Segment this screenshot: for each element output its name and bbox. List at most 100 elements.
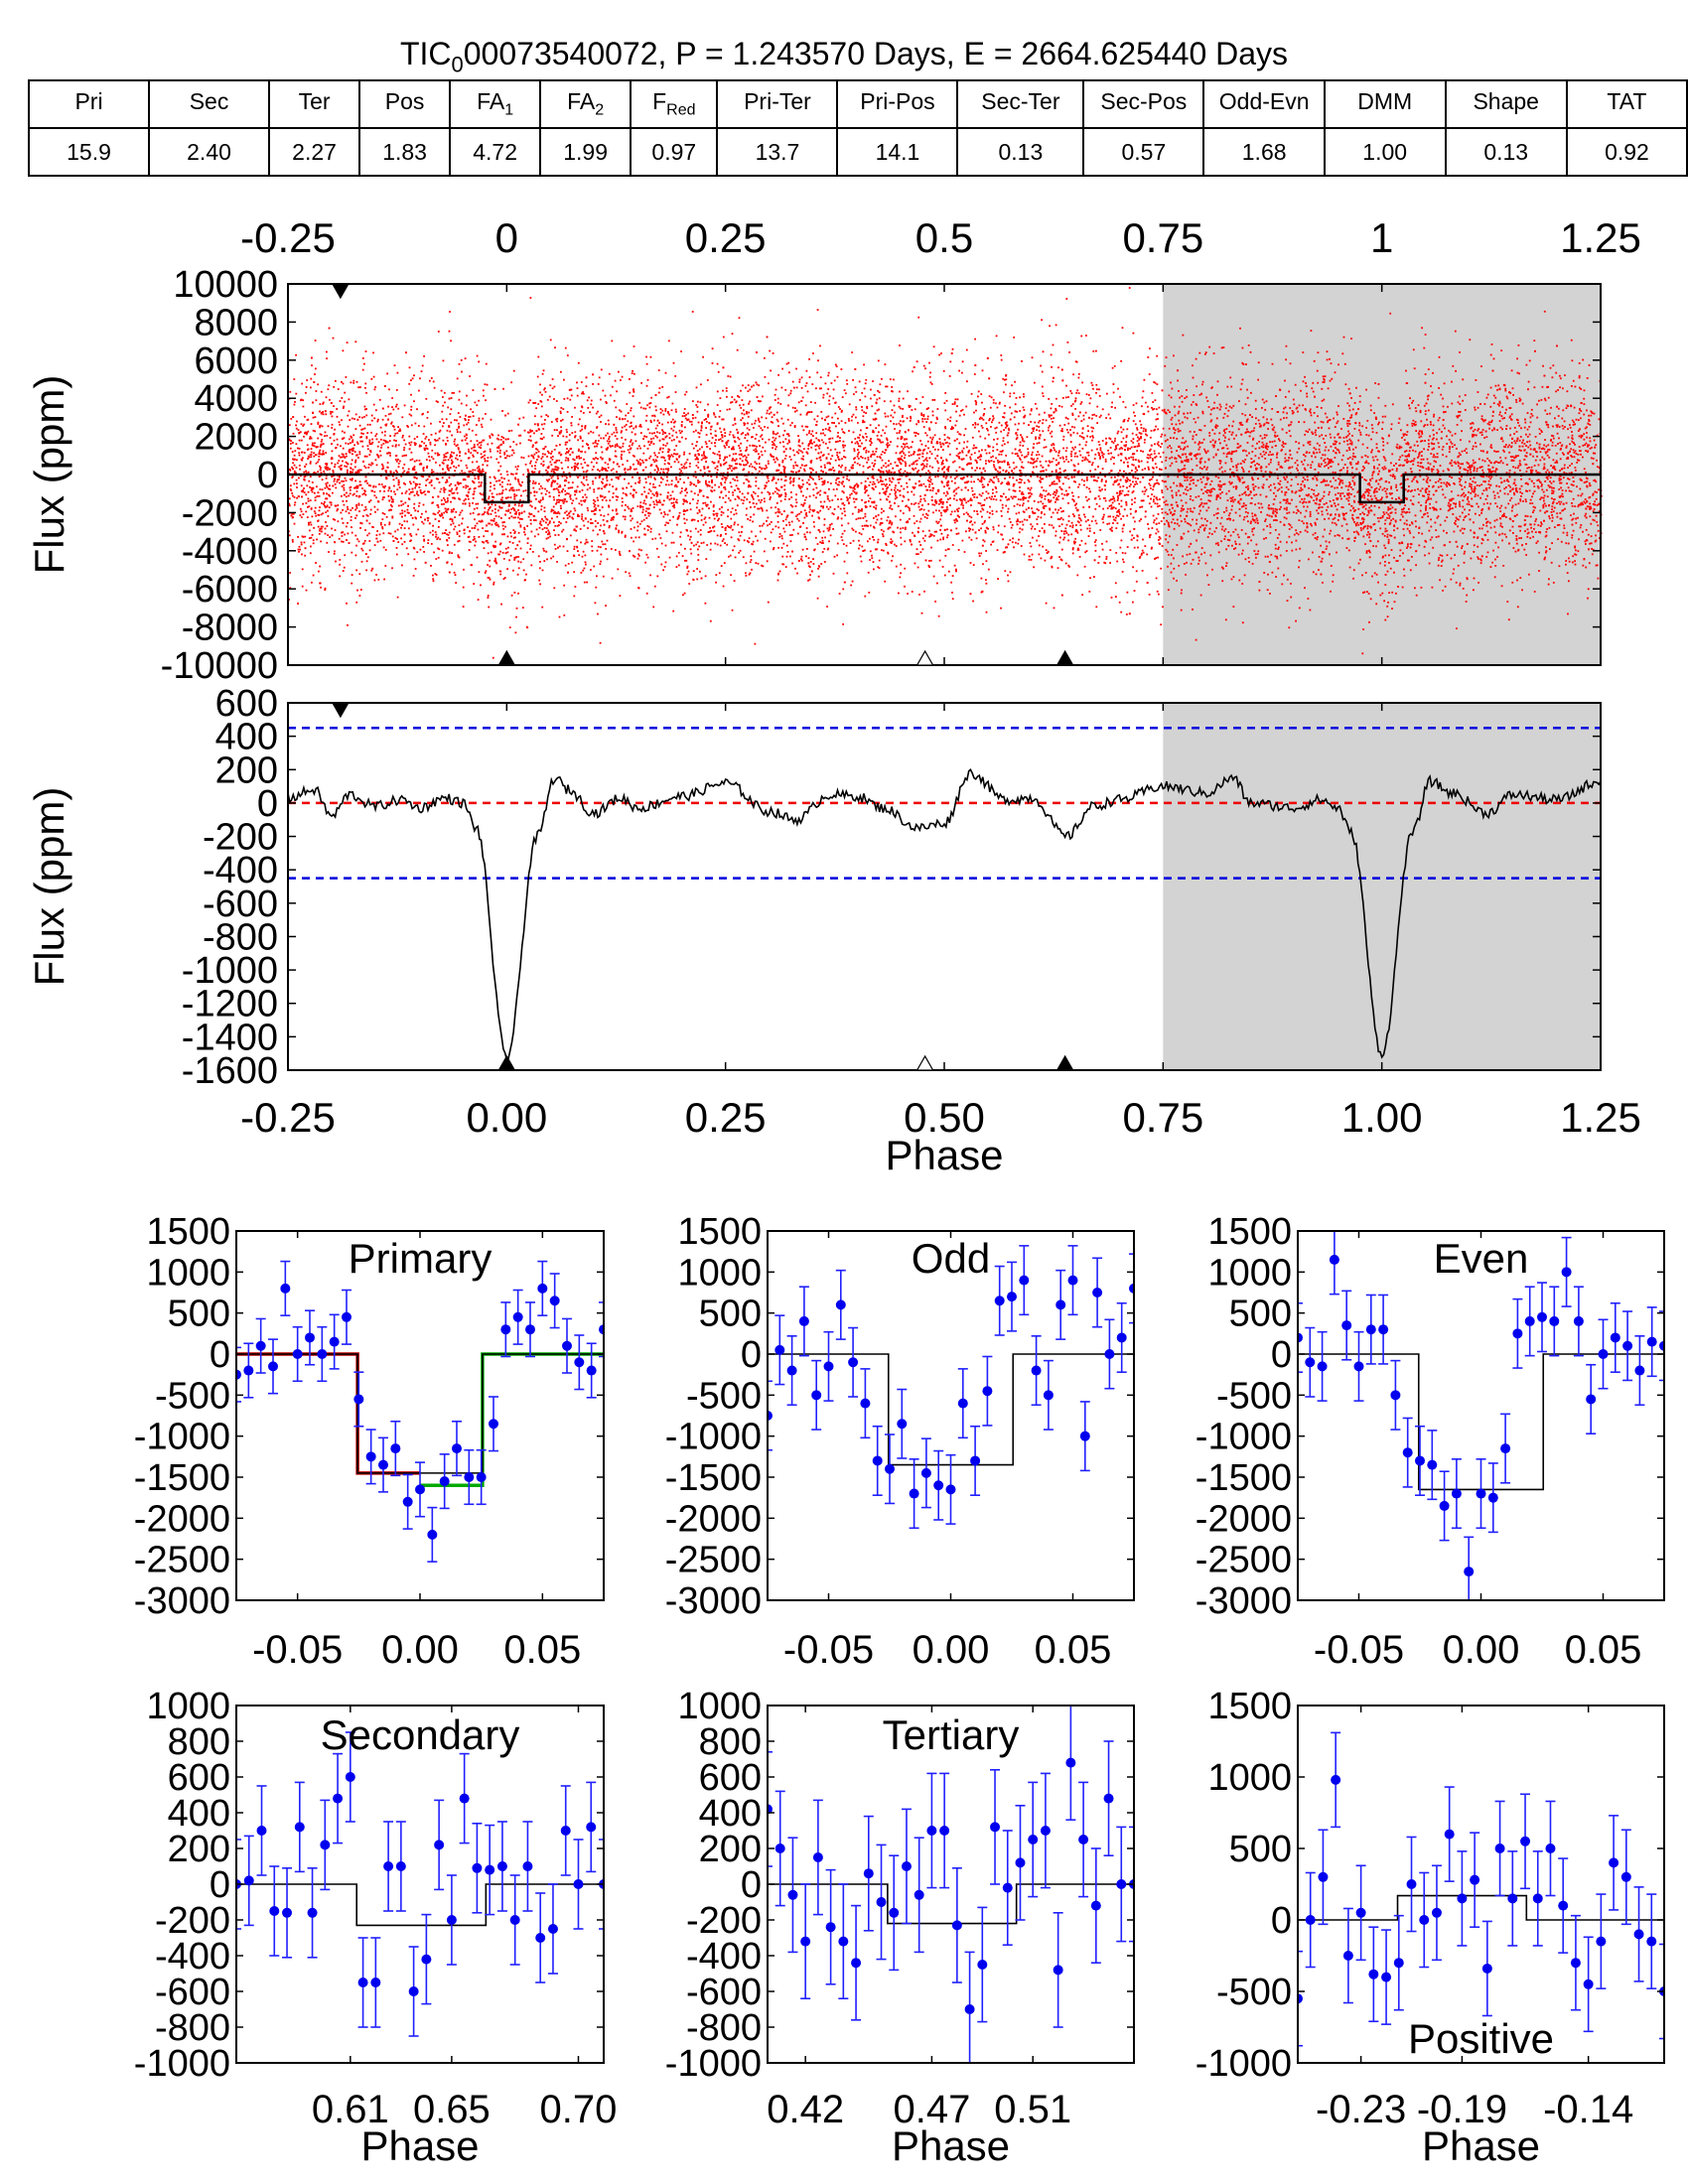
data-point [417, 528, 420, 531]
data-point [298, 477, 300, 479]
data-point [1370, 438, 1372, 441]
data-point [929, 371, 931, 374]
data-point [1404, 504, 1406, 506]
data-point [325, 511, 328, 513]
data-point [659, 447, 662, 450]
data-point [1446, 481, 1449, 483]
data-point [1503, 446, 1505, 448]
data-point [819, 456, 822, 459]
data-point [1162, 496, 1165, 498]
data-point [1428, 443, 1430, 445]
data-point [887, 551, 889, 554]
data-point [675, 566, 678, 568]
data-point [356, 443, 359, 445]
data-point [1277, 482, 1280, 484]
data-point [1535, 518, 1537, 520]
data-point [1503, 487, 1506, 490]
data-point [772, 444, 774, 446]
data-point [1048, 492, 1050, 495]
data-point [857, 436, 859, 439]
data-point [1580, 388, 1583, 390]
data-point [447, 534, 450, 536]
data-point [759, 445, 761, 448]
data-point [838, 480, 841, 483]
data-point [712, 505, 715, 508]
data-point [902, 448, 905, 450]
data-point [360, 522, 363, 525]
data-point [1241, 477, 1244, 479]
data-point [1062, 435, 1065, 438]
data-point [792, 467, 795, 470]
data-point [630, 447, 633, 450]
data-point [649, 489, 652, 492]
data-point [1157, 418, 1159, 420]
data-point [686, 459, 689, 461]
data-point [1070, 455, 1072, 458]
data-point [1477, 391, 1479, 393]
data-point [491, 532, 493, 535]
data-point [1114, 519, 1117, 522]
data-point [1232, 519, 1235, 522]
data-point [995, 498, 998, 501]
data-point [961, 371, 963, 374]
data-point [648, 402, 650, 405]
data-point [1480, 476, 1483, 478]
data-point [905, 475, 908, 478]
data-point [1427, 398, 1429, 401]
data-point [1044, 497, 1047, 500]
data-point [1525, 554, 1527, 556]
data-point [1505, 472, 1508, 475]
data-point [1187, 530, 1190, 533]
data-point [1412, 503, 1415, 506]
data-point [1009, 476, 1011, 478]
data-point [1384, 490, 1387, 492]
data-point [900, 536, 903, 539]
data-point [1173, 354, 1175, 357]
data-point [1180, 499, 1183, 502]
data-point [1444, 585, 1447, 588]
data-point [577, 513, 579, 516]
data-point [474, 446, 476, 449]
data-point [1564, 426, 1566, 428]
data-point [1429, 538, 1432, 541]
data-point [814, 536, 817, 539]
data-point [501, 524, 504, 527]
data-point [760, 506, 763, 509]
data-point [521, 480, 523, 483]
data-point [615, 427, 618, 429]
data-point [1098, 488, 1101, 491]
data-point [864, 501, 866, 504]
data-point [1474, 487, 1477, 490]
data-point [1195, 484, 1197, 487]
metrics-header-row: Pri Sec Ter Pos FA1 FA2 FRed Pri-Ter Pri… [27, 79, 1688, 129]
data-point [1510, 446, 1512, 449]
data-point [945, 399, 948, 402]
data-point [884, 452, 886, 454]
data-point [1361, 522, 1364, 524]
data-point [1545, 488, 1548, 491]
data-point [1284, 461, 1287, 463]
data-point [1120, 359, 1122, 362]
data-point [432, 471, 435, 474]
data-point [826, 495, 829, 497]
data-point [1142, 551, 1145, 554]
data-point [1452, 513, 1455, 515]
data-point [578, 515, 581, 517]
data-point [1369, 478, 1371, 480]
data-point [1457, 564, 1460, 567]
data-point [1269, 523, 1271, 526]
data-point [516, 468, 518, 471]
data-point [542, 547, 545, 550]
data-point [1514, 467, 1517, 470]
data-point [1423, 425, 1425, 428]
data-point [368, 443, 371, 446]
data-point [293, 522, 296, 525]
data-point [482, 464, 485, 467]
data-point [937, 467, 940, 470]
data-point [621, 497, 624, 499]
data-point [1590, 410, 1593, 413]
data-point [766, 560, 769, 563]
data-point [895, 494, 897, 497]
data-point [472, 411, 475, 413]
data-point [762, 509, 764, 512]
